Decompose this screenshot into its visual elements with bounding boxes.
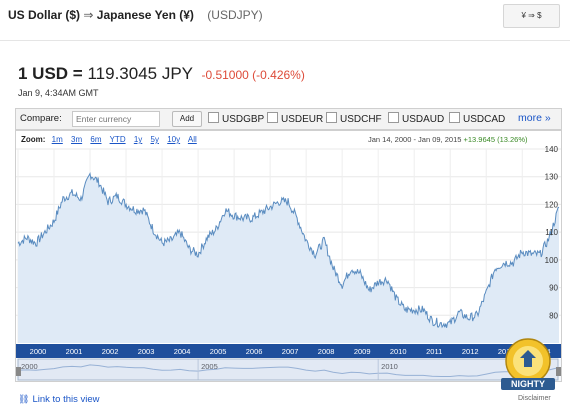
logo-ribbon bbox=[501, 378, 555, 390]
compare-usdchf-checkbox[interactable]: USDCHF bbox=[326, 112, 382, 126]
zoom-controls: Zoom: 1m 3m 6m YTD 1y 5y 10y All bbox=[21, 135, 203, 144]
arrow-icon: ⇒ bbox=[83, 8, 94, 22]
pair-symbol: (USDJPY) bbox=[207, 8, 263, 22]
zoom-1y[interactable]: 1y bbox=[133, 135, 143, 144]
x-tick-label: 2005 bbox=[210, 347, 227, 356]
x-tick-label: 2010 bbox=[390, 347, 407, 356]
rate-change: -0.51000 (-0.426%) bbox=[201, 68, 305, 82]
checkbox-icon bbox=[267, 112, 278, 123]
compare-option-label: USDEUR bbox=[281, 114, 324, 125]
navigator-selection[interactable] bbox=[17, 358, 559, 381]
zoom-label: Zoom: bbox=[21, 135, 46, 144]
rate-line bbox=[17, 171, 560, 329]
header-divider bbox=[0, 40, 570, 41]
rate-area-fill bbox=[18, 173, 559, 343]
zoom-5y[interactable]: 5y bbox=[150, 135, 159, 144]
navigator-tick-label: 2005 bbox=[201, 362, 218, 371]
compare-usdeur-checkbox[interactable]: USDEUR bbox=[267, 112, 323, 126]
x-tick-label: 2012 bbox=[462, 347, 479, 356]
link-to-view[interactable]: ⛓ Link to this view bbox=[18, 394, 100, 405]
logo-house-icon bbox=[520, 350, 536, 367]
rate-base: 1 USD = bbox=[18, 64, 83, 83]
x-tick-label: 2013 bbox=[498, 347, 515, 356]
x-tick-label: 2009 bbox=[354, 347, 371, 356]
y-tick-label: 130 bbox=[545, 173, 559, 182]
chart-panel: 80 90 100 110 120 130 140 2000 2001 2002 2003 2004… bbox=[15, 130, 562, 382]
x-tick-label: 2000 bbox=[30, 347, 47, 356]
swap-currencies-button[interactable]: ¥ ⇒ $ bbox=[503, 4, 560, 28]
exchange-rate: 1 USD = 119.3045 JPY -0.51000 (-0.426%) bbox=[18, 64, 305, 84]
navigator-tick-label: 2010 bbox=[381, 362, 398, 371]
quote-timestamp: Jan 9, 4:34AM GMT bbox=[18, 88, 99, 98]
date-range: Jan 14, 2000 - Jan 09, 2015 +13.9645 (13… bbox=[368, 135, 528, 144]
add-currency-button[interactable]: Add bbox=[172, 111, 202, 127]
compare-option-label: USDCAD bbox=[463, 114, 506, 125]
currency-input[interactable] bbox=[72, 111, 160, 127]
y-tick-label: 80 bbox=[549, 311, 558, 320]
nighty-logo: NIGHTY bbox=[501, 338, 555, 390]
y-tick-label: 90 bbox=[549, 284, 558, 293]
y-tick-label: 100 bbox=[545, 256, 559, 265]
y-tick-label: 140 bbox=[545, 145, 559, 154]
compare-option-label: USDCHF bbox=[340, 114, 382, 125]
to-currency: Japanese Yen (¥) bbox=[96, 8, 194, 22]
checkbox-icon bbox=[208, 112, 219, 123]
y-tick-label: 120 bbox=[545, 200, 559, 209]
more-currencies-link[interactable]: more » bbox=[518, 112, 551, 124]
compare-usdcad-checkbox[interactable]: USDCAD bbox=[449, 112, 505, 126]
link-label: Link to this view bbox=[32, 394, 100, 405]
compare-option-label: USDAUD bbox=[402, 114, 445, 125]
logo-text: NIGHTY bbox=[511, 379, 545, 389]
range-dates: Jan 14, 2000 - Jan 09, 2015 bbox=[368, 135, 462, 144]
compare-usdgbp-checkbox[interactable]: USDGBP bbox=[208, 112, 264, 126]
y-tick-label: 110 bbox=[545, 228, 558, 237]
checkbox-icon bbox=[326, 112, 337, 123]
x-tick-label: 2002 bbox=[102, 347, 119, 356]
x-tick-label: 2011 bbox=[426, 347, 442, 356]
compare-bar: Compare: Add USDGBP USDEUR USDCHF USDAUD… bbox=[15, 108, 562, 130]
x-tick-label: 2007 bbox=[282, 347, 299, 356]
zoom-1m[interactable]: 1m bbox=[51, 135, 63, 144]
x-tick-label: 2003 bbox=[138, 347, 155, 356]
zoom-3m[interactable]: 3m bbox=[71, 135, 83, 144]
navigator-tick-label: 2000 bbox=[21, 362, 38, 371]
from-currency: US Dollar ($) bbox=[8, 8, 81, 22]
zoom-all[interactable]: All bbox=[187, 135, 197, 144]
rate-value: 119.3045 JPY bbox=[87, 64, 193, 83]
currency-pair-title: US Dollar ($) ⇒ Japanese Yen (¥) (USDJPY… bbox=[8, 8, 263, 22]
compare-usdaud-checkbox[interactable]: USDAUD bbox=[388, 112, 444, 126]
checkbox-icon bbox=[449, 112, 460, 123]
time-axis-band bbox=[16, 344, 561, 358]
x-tick-label: 2001 bbox=[66, 347, 83, 356]
zoom-6m[interactable]: 6m bbox=[90, 135, 102, 144]
x-tick-label: 2008 bbox=[318, 347, 335, 356]
checkbox-icon bbox=[388, 112, 399, 123]
link-icon: ⛓ bbox=[18, 394, 30, 404]
disclaimer-link[interactable]: Disclaimer bbox=[518, 395, 551, 402]
exchange-rate-chart[interactable]: 80 90 100 110 120 130 140 2000 2001 2002 2003 2004… bbox=[16, 131, 561, 381]
x-tick-label: 2004 bbox=[174, 347, 191, 356]
x-tick-label: 2006 bbox=[246, 347, 263, 356]
navigator-right-handle[interactable] bbox=[556, 367, 561, 376]
range-change: +13.9645 (13.26%) bbox=[463, 135, 528, 144]
compare-option-label: USDGBP bbox=[222, 114, 265, 125]
compare-label: Compare: bbox=[20, 113, 62, 124]
navigator-left-handle[interactable] bbox=[16, 367, 21, 376]
navigator-line bbox=[17, 364, 560, 377]
zoom-10y[interactable]: 10y bbox=[167, 135, 181, 144]
zoom-ytd[interactable]: YTD bbox=[109, 135, 126, 144]
